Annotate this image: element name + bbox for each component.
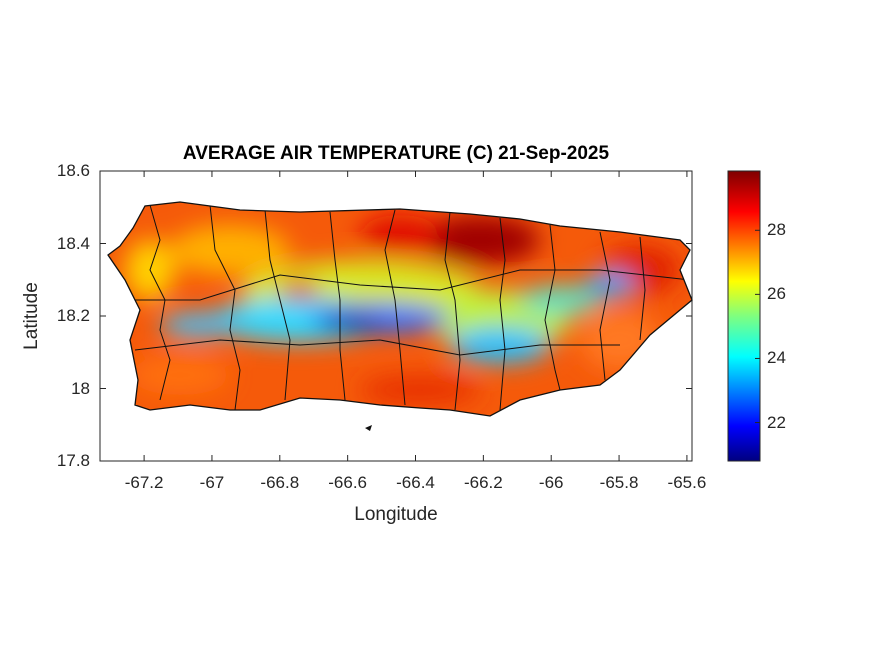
x-tick-label: -66.6 — [328, 473, 368, 492]
y-tick-label: 18 — [71, 378, 90, 398]
x-tick-label: -66 — [538, 473, 564, 492]
x-tick-label: -66.4 — [396, 473, 435, 492]
y-tick-label: 18.6 — [56, 161, 90, 180]
x-tick-label: -67.2 — [124, 473, 164, 492]
chart-title: AVERAGE AIR TEMPERATURE (C) 21-Sep-2025 — [182, 143, 610, 164]
y-tick-label: 18.4 — [56, 233, 90, 253]
caja-de-muertos-island — [365, 425, 372, 431]
colorbar-tick-label: 26 — [767, 284, 786, 304]
x-tick-label: -66.8 — [260, 473, 300, 492]
x-tick-label: -65.6 — [667, 473, 707, 492]
y-tick-label: 17.8 — [56, 451, 90, 470]
y-axis-label: Latitude — [21, 282, 42, 350]
colorbar-tick-label: 28 — [767, 220, 786, 240]
x-tick-label: -65.8 — [599, 473, 639, 492]
colorbar-tick-label: 22 — [767, 412, 786, 432]
x-axis-label: Longitude — [354, 504, 438, 525]
y-tick-label: 18.2 — [56, 306, 90, 325]
x-tick-label: -67 — [199, 473, 225, 492]
colorbar-tick-label: 24 — [767, 348, 786, 368]
municipality-borders — [130, 204, 691, 411]
x-tick-label: -66.2 — [463, 473, 503, 492]
colorbar — [727, 170, 761, 462]
